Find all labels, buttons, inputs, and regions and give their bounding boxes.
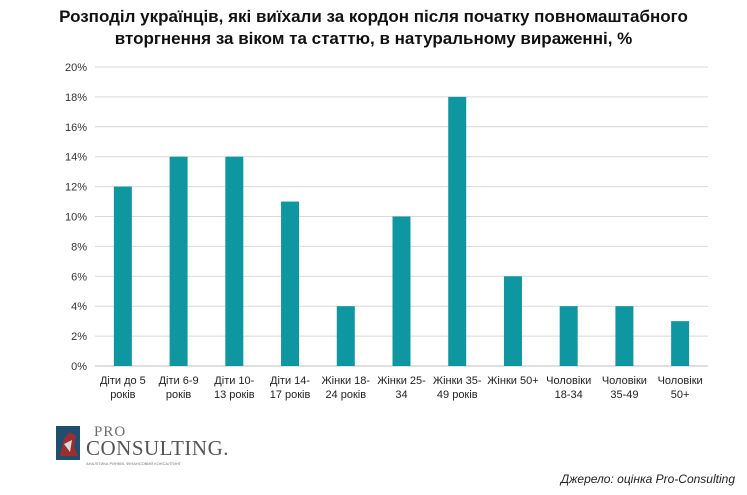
bar (169, 156, 188, 366)
y-tick-label: 0% (71, 361, 87, 373)
x-tick-label: 18-34 (555, 389, 583, 401)
bar (503, 276, 522, 366)
x-tick-label: 13 років (214, 389, 255, 401)
y-tick-label: 6% (71, 271, 87, 283)
logo-text-consulting: CONSULTING. (86, 436, 229, 460)
y-tick-label: 14% (65, 152, 87, 164)
bar (615, 306, 634, 366)
company-logo: PRO CONSULTING. АНАЛІТИКА РИНКІВ, ФІНАНС… (56, 424, 228, 468)
bar (448, 96, 467, 367)
bar (392, 216, 411, 366)
chart-title-line-1: Розподіл українців, які виїхали за кордо… (59, 7, 688, 26)
bar (336, 306, 355, 366)
x-tick-label: Діти 14- (270, 375, 310, 387)
chart-title-line-2: вторгнення за віком та статтю, в натурал… (114, 29, 633, 48)
y-tick-label: 20% (65, 62, 87, 74)
x-tick-label: Діти 6-9 (159, 375, 199, 387)
x-tick-label: 35-49 (610, 389, 638, 401)
bar (113, 186, 132, 366)
bar (281, 201, 300, 366)
source-note: Джерело: оцінка Pro-Consulting (560, 472, 735, 486)
x-tick-label: років (166, 389, 191, 401)
x-tick-label: Жінки 25- (377, 375, 426, 387)
x-tick-label: 24 років (325, 389, 366, 401)
y-tick-label: 18% (65, 92, 87, 104)
bar (225, 156, 244, 366)
x-tick-label: Жінки 18- (321, 375, 370, 387)
x-tick-label: Жінки 50+ (487, 375, 538, 387)
x-tick-label: Діти 10- (214, 375, 254, 387)
y-tick-label: 10% (65, 212, 87, 224)
x-tick-label: 34 (395, 389, 407, 401)
logo-emblem-icon (56, 426, 80, 460)
logo-text-pro: PRO (94, 424, 127, 440)
bar (671, 321, 690, 366)
y-tick-label: 2% (71, 331, 87, 343)
x-tick-label: 49 років (437, 389, 478, 401)
y-tick-label: 8% (71, 241, 87, 253)
chart-title: Розподіл українців, які виїхали за кордо… (0, 6, 747, 50)
x-tick-label: 17 років (270, 389, 311, 401)
bar (559, 306, 578, 366)
x-tick-label: Чоловіки (658, 375, 703, 387)
y-tick-label: 12% (65, 182, 87, 194)
x-tick-label: Жінки 35- (433, 375, 482, 387)
bar-chart: 0% 2% 4% 6% 8% 10% 12% 14% 16% 18% 20% Діти до 5 рок… (65, 62, 708, 401)
y-tick-label: 16% (65, 122, 87, 134)
x-tick-label: Чоловіки (602, 375, 647, 387)
x-tick-label: Діти до 5 (100, 375, 146, 387)
x-tick-label: 50+ (671, 389, 690, 401)
y-tick-label: 4% (71, 301, 87, 313)
x-tick-label: Чоловіки (546, 375, 591, 387)
x-tick-label: років (110, 389, 135, 401)
logo-tagline: АНАЛІТИКА РИНКІВ, ФІНАНСОВИЙ КОНСАЛТИНГ (86, 461, 182, 466)
